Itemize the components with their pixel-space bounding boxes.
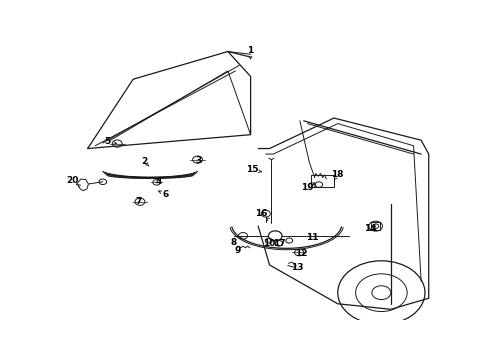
- Text: 4: 4: [155, 177, 162, 186]
- Text: 19: 19: [301, 183, 313, 192]
- Text: 8: 8: [230, 238, 236, 247]
- Text: 5: 5: [104, 137, 110, 146]
- Text: 6: 6: [163, 190, 169, 199]
- Text: 10: 10: [262, 239, 274, 248]
- Text: 20: 20: [66, 176, 79, 185]
- Text: 15: 15: [246, 165, 258, 174]
- Text: 18: 18: [331, 170, 344, 179]
- Text: 2: 2: [141, 157, 147, 166]
- Text: 14: 14: [363, 224, 376, 233]
- Text: 12: 12: [295, 249, 307, 258]
- Text: 3: 3: [195, 156, 202, 165]
- Text: 1: 1: [247, 46, 253, 55]
- Text: 16: 16: [254, 209, 267, 218]
- Text: 13: 13: [290, 263, 303, 272]
- Text: 11: 11: [305, 233, 318, 242]
- Text: 7: 7: [135, 197, 142, 206]
- Text: 17: 17: [272, 239, 285, 248]
- Text: 9: 9: [234, 246, 240, 255]
